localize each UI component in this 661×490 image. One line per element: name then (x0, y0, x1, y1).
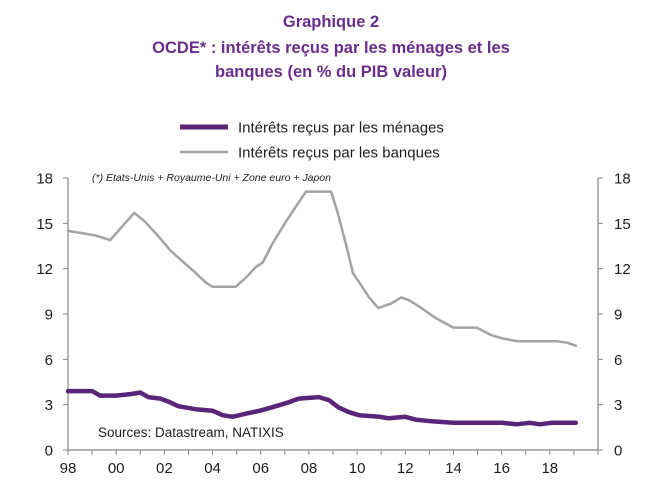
chart-heading: Graphique 2 (283, 13, 379, 31)
y-tick-label-left: 18 (36, 171, 53, 188)
x-tick-label: 02 (156, 460, 173, 477)
x-tick-label: 12 (397, 460, 414, 477)
legend-label-banks: Intérêts reçus par les banques (238, 145, 440, 162)
x-tick-label: 00 (108, 460, 125, 477)
x-tick-label: 98 (60, 460, 77, 477)
y-tick-label-left: 3 (45, 397, 53, 414)
x-tick-label: 10 (349, 460, 366, 477)
y-tick-label-left: 12 (36, 261, 53, 278)
x-tick-label: 06 (252, 460, 269, 477)
y-tick-label-right: 15 (614, 216, 631, 233)
x-tick-label: 08 (301, 460, 318, 477)
y-tick-label-left: 0 (45, 443, 53, 460)
y-tick-label-right: 0 (614, 443, 622, 460)
legend-label-households: Intérêts reçus par les ménages (238, 120, 444, 137)
y-tick-label-right: 18 (614, 171, 631, 188)
y-tick-label-right: 12 (614, 261, 631, 278)
y-tick-label-right: 3 (614, 397, 622, 414)
y-tick-label-left: 9 (45, 307, 53, 324)
chart-title-block: Graphique 2 OCDE* : intérêts reçus par l… (152, 13, 510, 81)
plot-series (65, 190, 579, 427)
legend: Intérêts reçus par les ménages Intérêts … (180, 120, 444, 162)
axes: 0 3 6 9 12 15 18 0 3 6 9 12 15 18 98 00 02 04 06 08 10 12 14 16… (36, 171, 630, 478)
legend-item-households: Intérêts reçus par les ménages (180, 120, 444, 137)
legend-item-banks: Intérêts reçus par les banques (180, 145, 440, 162)
x-tick-label: 18 (541, 460, 558, 477)
y-tick-label-right: 9 (614, 307, 622, 324)
x-tick-label: 16 (493, 460, 510, 477)
y-tick-label-left: 6 (45, 352, 53, 369)
series-line-households (65, 388, 579, 427)
x-tick-label: 04 (204, 460, 221, 477)
series-line-banks (66, 190, 578, 347)
y-tick-label-left: 15 (36, 216, 53, 233)
x-tick-label: 14 (445, 460, 462, 477)
y-tick-label-right: 6 (614, 352, 622, 369)
chart-source: Sources: Datastream, NATIXIS (98, 425, 284, 440)
chart-note: (*) Etats-Unis + Royaume-Uni + Zone euro… (92, 172, 331, 184)
chart-title-line-1: OCDE* : intérêts reçus par les ménages e… (152, 39, 510, 57)
chart-title-line-2: banques (en % du PIB valeur) (215, 63, 447, 81)
